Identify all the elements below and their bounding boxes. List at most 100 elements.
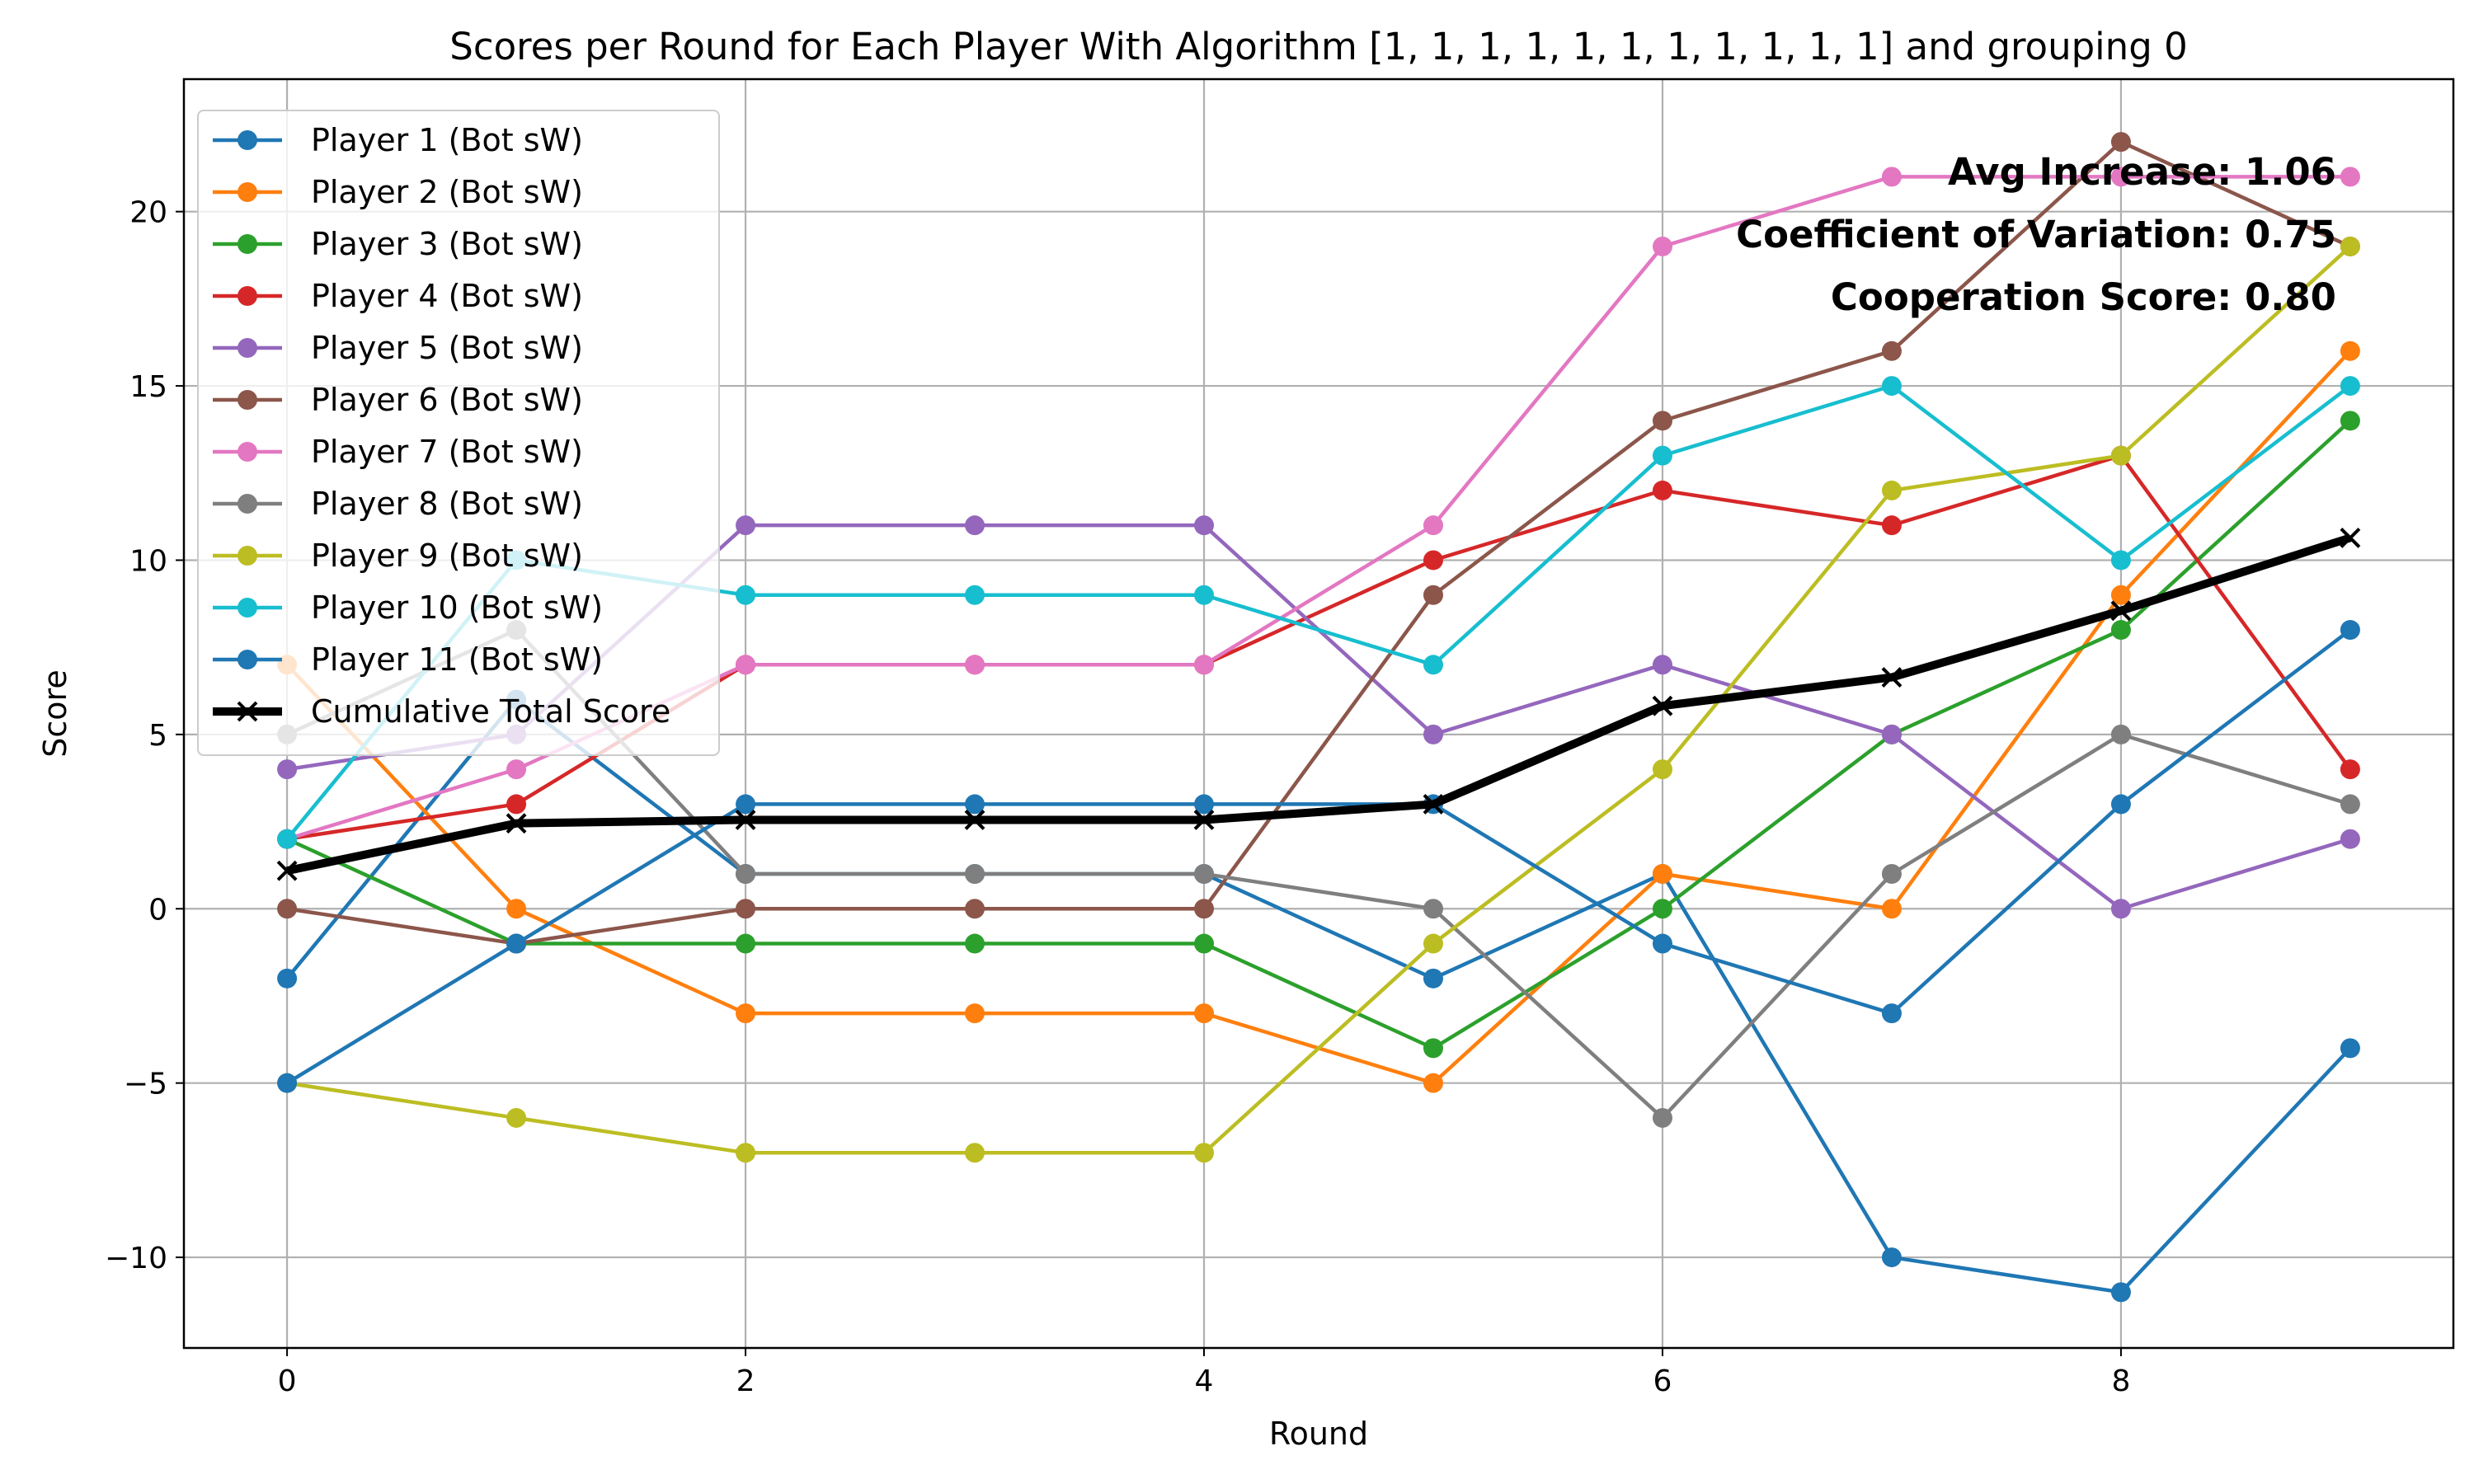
data-point bbox=[1652, 863, 1672, 884]
data-point bbox=[2110, 550, 2131, 571]
data-point bbox=[2340, 236, 2360, 256]
legend-label: Player 11 (Bot sW) bbox=[311, 641, 603, 678]
data-point bbox=[1194, 1003, 1215, 1024]
data-point bbox=[506, 899, 527, 919]
x-tick-label: 0 bbox=[278, 1364, 297, 1398]
legend-item: Player 5 (Bot sW) bbox=[213, 330, 583, 366]
data-point bbox=[1194, 863, 1215, 884]
data-point bbox=[736, 515, 756, 536]
data-point bbox=[277, 759, 298, 780]
legend-label: Cumulative Total Score bbox=[311, 693, 670, 730]
data-point bbox=[1652, 759, 1672, 780]
data-point bbox=[2340, 167, 2360, 187]
data-point bbox=[1423, 655, 1443, 675]
data-point bbox=[506, 1107, 527, 1128]
legend-marker bbox=[238, 130, 257, 150]
legend-marker bbox=[237, 701, 258, 722]
data-point bbox=[1881, 863, 1902, 884]
data-point bbox=[2340, 376, 2360, 397]
data-point bbox=[2340, 411, 2360, 431]
y-tick-label: 20 bbox=[129, 196, 167, 230]
legend-marker bbox=[238, 286, 257, 306]
data-point bbox=[2110, 167, 2131, 187]
data-point bbox=[506, 813, 527, 834]
data-point bbox=[1652, 236, 1672, 256]
series-line bbox=[285, 628, 2352, 1085]
y-tick-label: 15 bbox=[129, 370, 167, 404]
y-axis-label: Score bbox=[37, 669, 73, 757]
legend: Player 1 (Bot sW) Player 2 (Bot sW) Player… bbox=[197, 110, 720, 756]
data-point bbox=[1881, 1247, 1902, 1268]
y-tick-label: 5 bbox=[148, 719, 167, 753]
data-point bbox=[2110, 445, 2131, 466]
data-point bbox=[1652, 1107, 1672, 1128]
legend-label: Player 8 (Bot sW) bbox=[311, 486, 583, 522]
data-point bbox=[1194, 655, 1215, 675]
data-point bbox=[2340, 620, 2360, 641]
data-point bbox=[2110, 724, 2131, 744]
data-point bbox=[2340, 829, 2360, 849]
data-point bbox=[1423, 1073, 1443, 1093]
data-point bbox=[735, 810, 756, 830]
data-point bbox=[736, 863, 756, 884]
data-point bbox=[965, 794, 985, 815]
series-line bbox=[286, 533, 2352, 876]
data-point bbox=[1423, 794, 1444, 815]
data-point bbox=[1652, 899, 1672, 919]
data-point bbox=[2110, 132, 2131, 153]
legend-box bbox=[197, 110, 720, 756]
legend-label: Player 9 (Bot sW) bbox=[311, 538, 583, 574]
stats-annotations: Avg Increase: 1.06 Coefficient of Variat… bbox=[1736, 150, 2336, 319]
y-tick-label: 0 bbox=[148, 893, 167, 927]
data-point bbox=[2110, 1282, 2131, 1303]
y-tick-label: −10 bbox=[105, 1242, 167, 1275]
legend-marker bbox=[238, 650, 257, 669]
x-tick-label: 2 bbox=[736, 1364, 755, 1398]
data-point bbox=[277, 899, 298, 919]
data-point bbox=[1423, 1038, 1443, 1059]
data-point bbox=[965, 863, 985, 884]
legend-marker bbox=[238, 182, 257, 202]
legend-marker bbox=[238, 234, 257, 254]
legend-marker bbox=[238, 598, 257, 618]
data-point bbox=[2340, 340, 2360, 361]
chart-title: Scores per Round for Each Player With Al… bbox=[449, 25, 2187, 68]
legend-marker bbox=[238, 546, 257, 566]
data-point bbox=[2110, 899, 2131, 919]
data-point bbox=[1881, 340, 1902, 361]
data-point bbox=[1193, 810, 1215, 830]
data-point bbox=[965, 585, 985, 605]
data-point bbox=[965, 933, 985, 954]
legend-marker bbox=[238, 494, 257, 514]
data-point bbox=[1423, 550, 1443, 571]
data-point bbox=[965, 899, 985, 919]
data-point bbox=[1194, 515, 1215, 536]
data-point bbox=[1881, 515, 1902, 536]
data-point bbox=[1652, 411, 1672, 431]
legend-label: Player 2 (Bot sW) bbox=[311, 174, 583, 210]
legend-item: Player 10 (Bot sW) bbox=[213, 589, 603, 626]
data-point bbox=[506, 759, 527, 780]
data-point bbox=[2340, 794, 2360, 815]
legend-item: Player 4 (Bot sW) bbox=[213, 278, 583, 314]
legend-item: Player 3 (Bot sW) bbox=[213, 226, 583, 262]
legend-item: Player 7 (Bot sW) bbox=[213, 434, 583, 470]
data-point bbox=[2340, 527, 2361, 548]
data-point bbox=[736, 1143, 756, 1163]
legend-item: Player 2 (Bot sW) bbox=[213, 174, 583, 210]
annotation-cooperation-score: Cooperation Score: 0.80 bbox=[1831, 275, 2336, 319]
legend-item: Player 9 (Bot sW) bbox=[213, 538, 583, 574]
series-12 bbox=[276, 527, 2361, 881]
legend-label: Player 4 (Bot sW) bbox=[311, 278, 583, 314]
x-tick-label: 4 bbox=[1195, 1364, 1214, 1398]
legend-label: Player 1 (Bot sW) bbox=[311, 122, 583, 158]
data-point bbox=[1881, 899, 1902, 919]
y-tick-label: 10 bbox=[129, 544, 167, 578]
annotation-coefficient-of-variation: Coefficient of Variation: 0.75 bbox=[1736, 213, 2336, 256]
annotation-avg-increase: Avg Increase: 1.06 bbox=[1948, 150, 2336, 194]
legend-label: Player 5 (Bot sW) bbox=[311, 330, 583, 366]
data-point bbox=[736, 655, 756, 675]
legend-item: Player 6 (Bot sW) bbox=[213, 382, 583, 418]
data-point bbox=[277, 829, 298, 849]
